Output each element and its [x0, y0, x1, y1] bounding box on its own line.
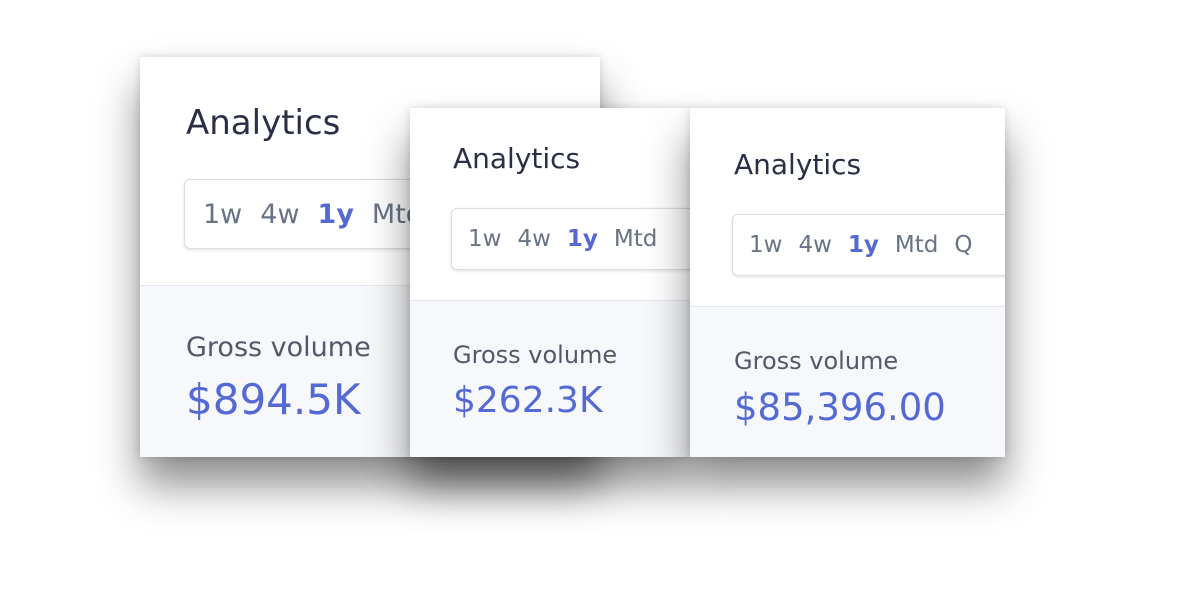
- metric-label: Gross volume: [734, 347, 899, 375]
- range-tab[interactable]: 4w: [517, 226, 551, 252]
- range-tab[interactable]: 1w: [203, 198, 243, 230]
- analytics-card: Analytics 1w 4w 1y Mtd Q Gross volume $85,396.0…: [690, 108, 1005, 457]
- range-tabs: 1w 4w 1y Mtd: [451, 208, 690, 270]
- analytics-card: Analytics 1w 4w 1y Mtd Gross volume $262.3K: [410, 108, 690, 457]
- card-header: [690, 108, 1005, 307]
- card-title: Analytics: [186, 103, 341, 143]
- range-tab[interactable]: 4w: [260, 198, 300, 230]
- range-tab[interactable]: Mtd: [894, 232, 939, 258]
- card-header: [410, 108, 690, 301]
- card-title: Analytics: [453, 142, 581, 175]
- range-tab[interactable]: Mtd: [613, 226, 658, 252]
- range-tabs: 1w 4w 1y Mtd Q: [732, 214, 1005, 276]
- range-tab[interactable]: 1w: [468, 226, 502, 252]
- range-tab[interactable]: 1y: [847, 232, 879, 258]
- card-body: [410, 301, 690, 457]
- range-tab[interactable]: 1y: [317, 198, 354, 230]
- range-tab[interactable]: 4w: [798, 232, 832, 258]
- metric-label: Gross volume: [453, 341, 618, 369]
- metric-value: $85,396.00: [734, 386, 946, 429]
- card-title: Analytics: [734, 148, 862, 181]
- metric-value: $894.5K: [186, 375, 361, 424]
- range-tab[interactable]: 1y: [566, 226, 598, 252]
- range-tab[interactable]: 1w: [749, 232, 783, 258]
- metric-value: $262.3K: [453, 380, 603, 421]
- metric-label: Gross volume: [186, 332, 371, 363]
- range-tab[interactable]: Q: [954, 232, 973, 258]
- card-body: [690, 307, 1005, 457]
